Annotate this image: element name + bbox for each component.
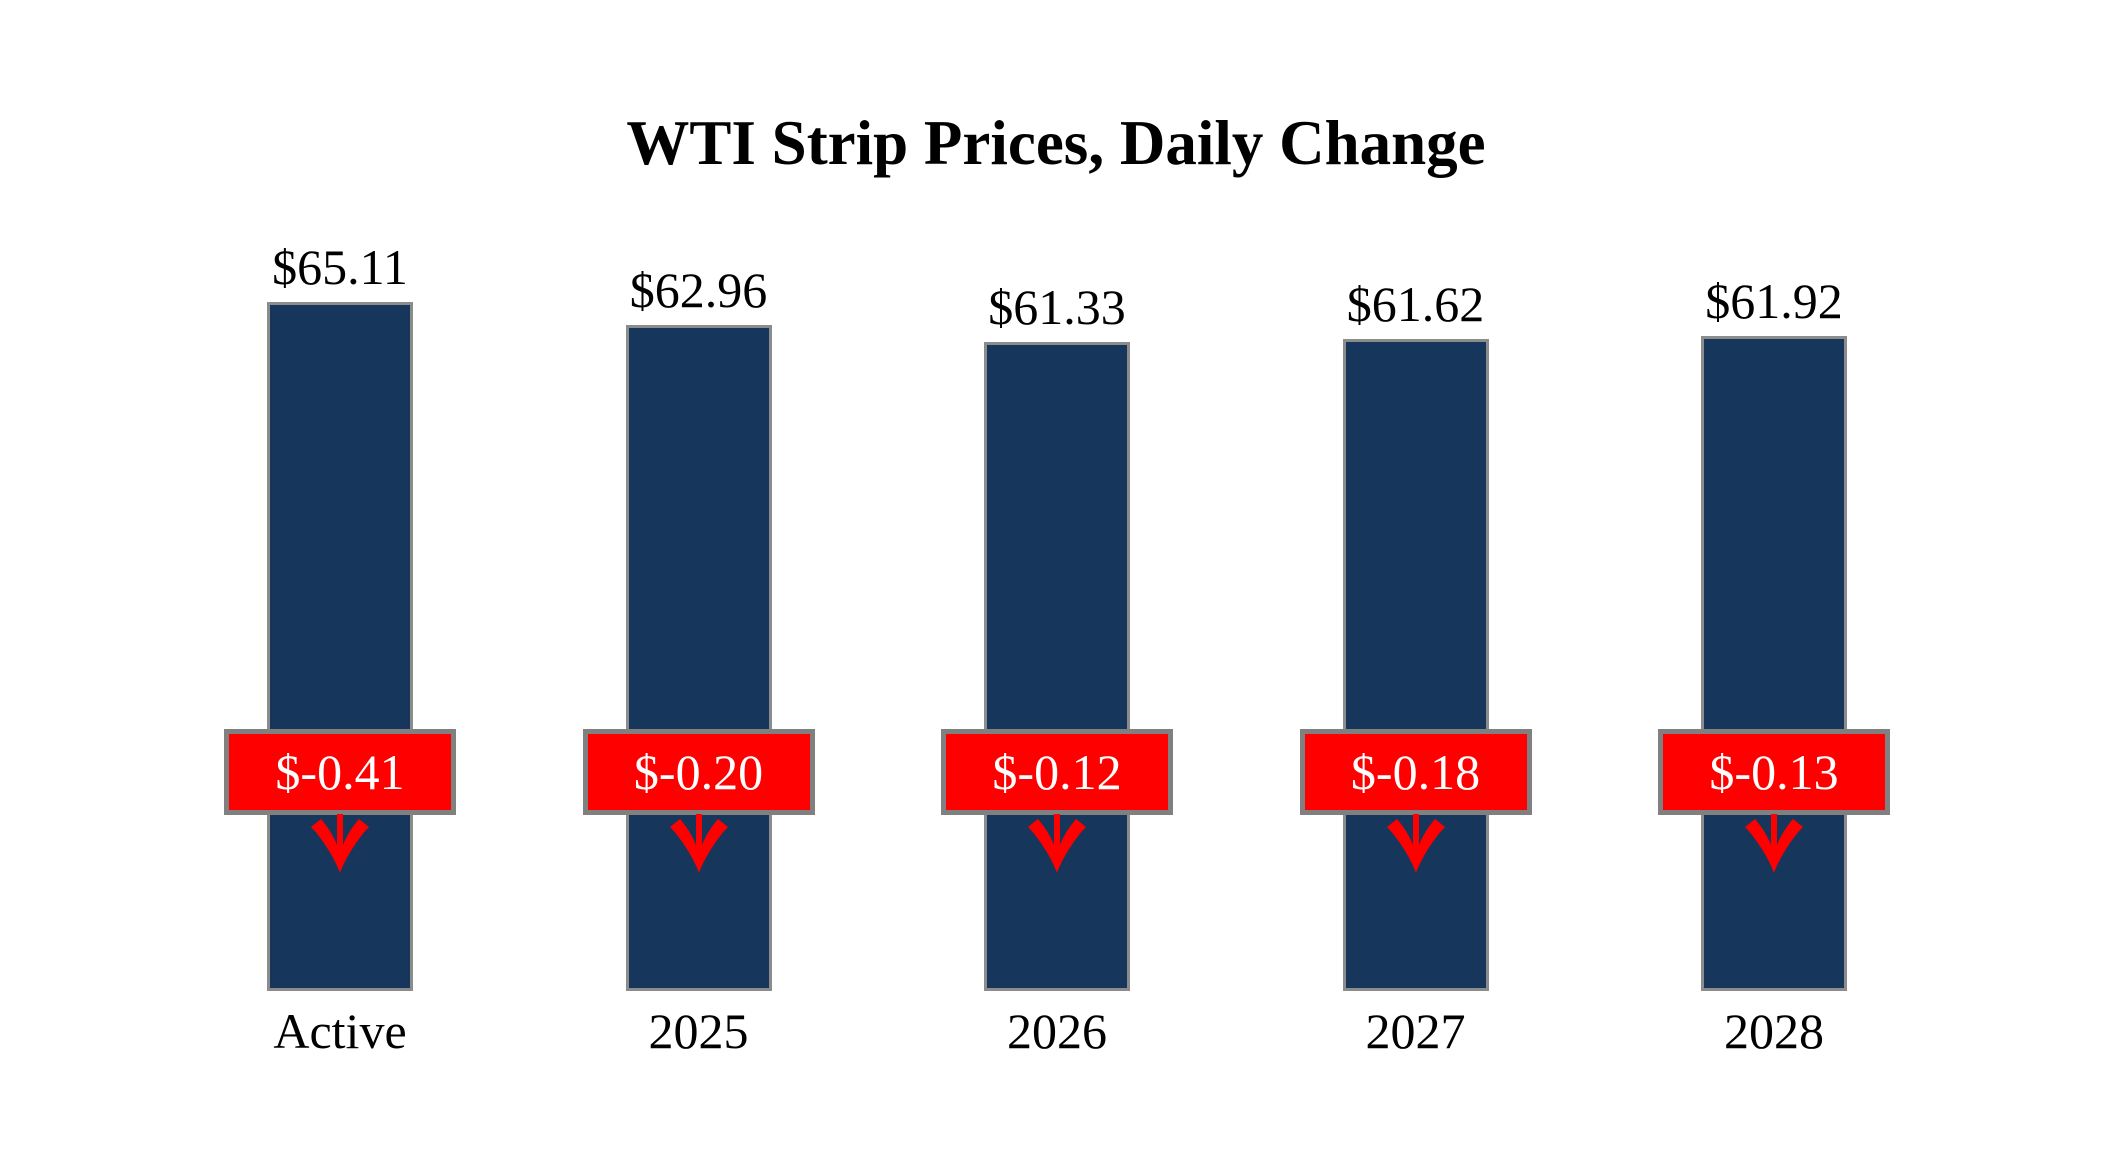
down-arrow-icon bbox=[669, 814, 728, 873]
daily-change-value: $-0.20 bbox=[633, 744, 764, 800]
daily-change-value: $-0.18 bbox=[1350, 744, 1481, 800]
daily-change-badge: $-0.20 bbox=[582, 729, 815, 815]
daily-change-badge: $-0.41 bbox=[224, 729, 456, 815]
price-bar bbox=[1342, 339, 1489, 991]
down-arrow-icon bbox=[311, 814, 369, 873]
daily-change-badge: $-0.13 bbox=[1658, 729, 1890, 815]
down-arrow-icon bbox=[1028, 814, 1086, 873]
category-label: 2025 bbox=[648, 1003, 749, 1059]
price-label: $61.92 bbox=[1705, 273, 1843, 329]
down-arrow-icon bbox=[1386, 814, 1445, 873]
price-bar bbox=[625, 325, 772, 991]
daily-change-value: $-0.12 bbox=[992, 744, 1122, 800]
category-label: 2027 bbox=[1365, 1003, 1466, 1059]
daily-change-badge: $-0.18 bbox=[1299, 729, 1532, 815]
daily-change-badge: $-0.12 bbox=[941, 729, 1173, 815]
daily-change-value: $-0.13 bbox=[1709, 744, 1839, 800]
down-arrow-icon bbox=[1745, 814, 1803, 873]
price-bar bbox=[1701, 336, 1847, 991]
price-label: $61.33 bbox=[988, 279, 1126, 335]
chart-title: WTI Strip Prices, Daily Change bbox=[626, 108, 1486, 178]
price-label: $62.96 bbox=[629, 262, 768, 318]
price-bar bbox=[984, 342, 1130, 991]
price-bar bbox=[267, 302, 413, 991]
category-label: 2026 bbox=[1007, 1003, 1107, 1059]
price-label: $65.11 bbox=[272, 239, 408, 295]
price-label: $61.62 bbox=[1346, 276, 1485, 332]
category-label: Active bbox=[273, 1003, 407, 1059]
daily-change-value: $-0.41 bbox=[275, 744, 405, 800]
category-label: 2028 bbox=[1724, 1003, 1824, 1059]
